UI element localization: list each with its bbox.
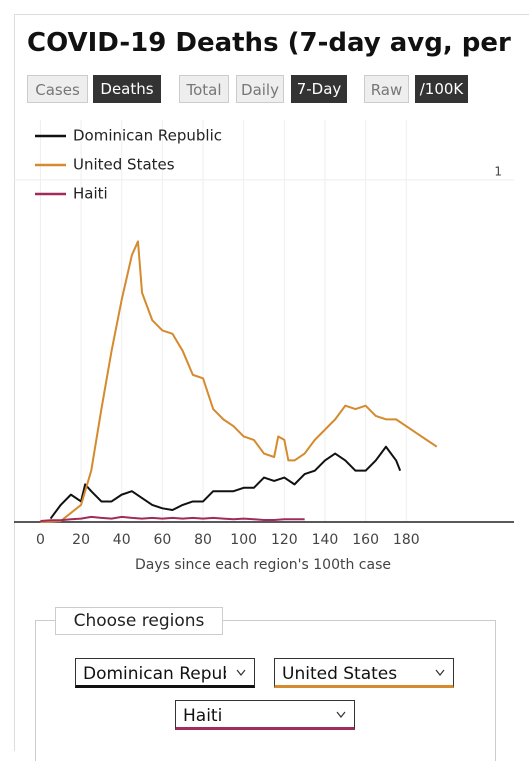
- card: [14, 14, 529, 751]
- region-select-label: Haiti: [183, 706, 223, 726]
- x-tick-label: 60: [153, 532, 171, 548]
- region-select[interactable]: Haiti: [175, 700, 355, 730]
- toggle-button[interactable]: Raw: [364, 75, 409, 103]
- x-tick-label: 120: [271, 532, 298, 548]
- x-tick-label: 40: [113, 532, 131, 548]
- dropdown-arrow-shape: [236, 669, 246, 676]
- chart-title: COVID-19 Deaths (7-day avg, per 10: [27, 28, 515, 58]
- region-select-label: United States: [282, 664, 398, 684]
- series-line: [49, 445, 402, 520]
- x-tick-label: 20: [72, 532, 90, 548]
- x-tick-label: 140: [312, 532, 339, 548]
- legend-label: United States: [73, 156, 175, 174]
- x-tick-label: 80: [194, 532, 212, 548]
- dropdown-arrow-shape: [336, 711, 346, 718]
- x-tick-label: 100: [230, 532, 257, 548]
- toggle-button[interactable]: /100K: [415, 75, 468, 103]
- y-tick-label: 1: [494, 164, 502, 178]
- toggle-button[interactable]: Cases: [27, 75, 88, 103]
- x-axis-label: Days since each region's 100th case: [135, 557, 391, 573]
- x-tick-label: 160: [352, 532, 379, 548]
- chart: Days since each region's 100th case 0 20 4…: [14, 120, 514, 573]
- dropdown-arrow: [336, 711, 346, 718]
- legend-label: Haiti: [73, 185, 108, 203]
- region-panel-title: Choose regions: [55, 607, 223, 635]
- dropdown-arrow-shape: [435, 669, 445, 676]
- legend-label: Dominican Republic: [73, 127, 222, 145]
- region-panel: [35, 620, 496, 761]
- region-select[interactable]: Dominican Republic: [75, 658, 255, 688]
- toggle-button[interactable]: Daily: [236, 75, 284, 103]
- dropdown-arrow: [236, 669, 246, 676]
- series-line: [40, 515, 305, 522]
- toggle-button[interactable]: Total: [179, 75, 229, 103]
- toggle-button[interactable]: Deaths: [93, 75, 161, 103]
- series-line: [40, 240, 438, 523]
- x-tick-label: 0: [36, 532, 45, 548]
- region-select-label: Dominican Republic: [83, 664, 226, 684]
- region-select[interactable]: United States: [274, 658, 454, 688]
- dropdown-arrow: [435, 669, 445, 676]
- toggle-button[interactable]: 7-Day: [291, 75, 347, 103]
- x-tick-label: 180: [393, 532, 420, 548]
